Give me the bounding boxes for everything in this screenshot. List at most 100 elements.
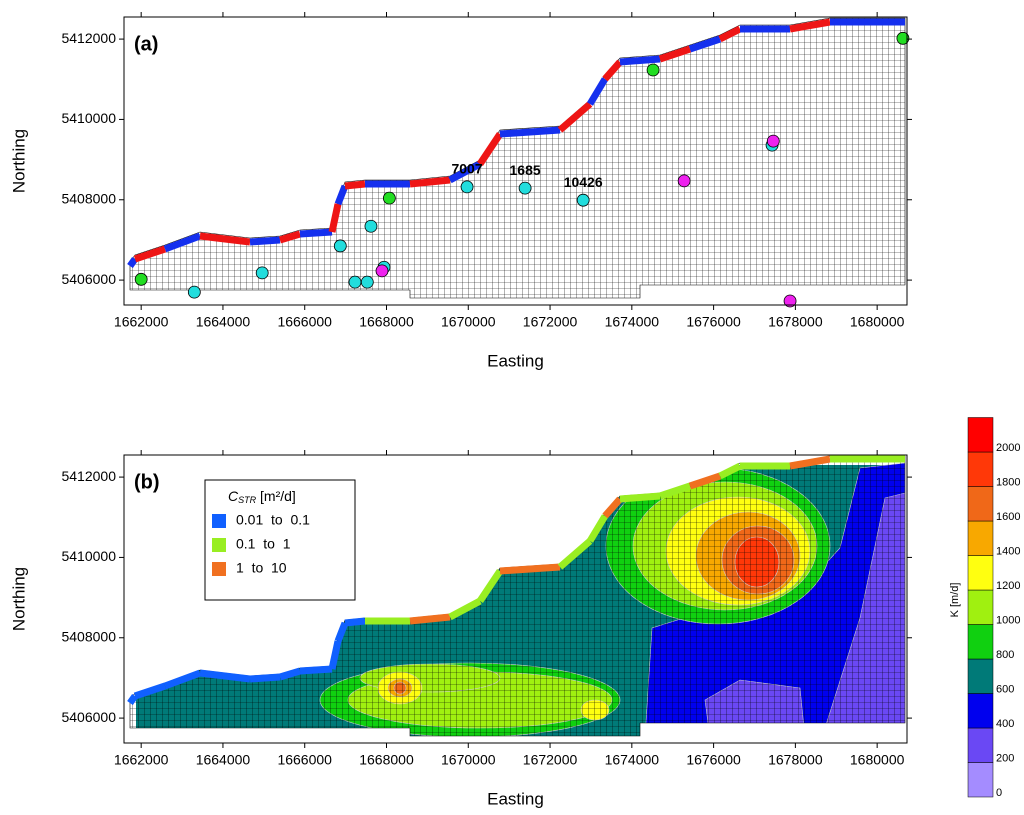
x-tick-label: 1678000 (768, 314, 823, 330)
x-tick-label: 1680000 (850, 314, 905, 330)
stream-cell (557, 538, 593, 570)
y-tick-label: 5410000 (61, 548, 116, 564)
x-tick-label: 1664000 (196, 314, 251, 330)
y-tick-label: 5408000 (61, 628, 116, 644)
stream-cell (557, 101, 593, 133)
stream-cell (249, 236, 281, 246)
panel-title: (a) (134, 33, 158, 55)
stream-cell (409, 176, 451, 188)
stream-cell (602, 496, 623, 519)
stream-cell (688, 472, 722, 490)
stream-cell (718, 462, 742, 480)
stream-cell (278, 230, 302, 244)
y-axis-label: Northing (9, 567, 28, 631)
stream-cell (409, 613, 451, 625)
x-tick-label: 1666000 (277, 314, 332, 330)
colorbar-box (967, 451, 994, 487)
colorbar-tick-label: 800 (996, 649, 1014, 661)
x-tick-label: 1674000 (605, 314, 660, 330)
colorbar-box (967, 762, 994, 798)
x-tick-label: 1680000 (850, 752, 905, 768)
panel-title: (b) (134, 471, 160, 493)
x-tick-label: 1670000 (441, 314, 496, 330)
stream-cell (499, 126, 561, 138)
colorbar-tick-label: 1400 (996, 545, 1020, 557)
stream-cell (249, 673, 281, 683)
colorbar-tick-label: 0 (996, 787, 1002, 799)
y-tick-label: 5412000 (61, 468, 116, 484)
well (348, 275, 362, 289)
legend-box (204, 479, 356, 601)
stream-cell (688, 35, 722, 53)
y-tick-label: 5408000 (61, 190, 116, 206)
colorbar-tick-label: 1200 (996, 580, 1020, 592)
colorbar-tick-label: 1000 (996, 614, 1020, 626)
colorbar-tick-label: 1600 (996, 511, 1020, 523)
stream-cell (658, 482, 692, 500)
stream-cell (477, 132, 503, 166)
colorbar-box (967, 693, 994, 729)
stream-cell (328, 640, 342, 670)
colorbar-box (967, 658, 994, 694)
y-tick-label: 5410000 (61, 110, 116, 126)
legend-swatch (212, 562, 226, 576)
stream-cell (334, 621, 349, 643)
well (187, 285, 201, 299)
stream-cell (127, 693, 138, 706)
colorbar-tick-label: 200 (996, 752, 1014, 764)
well (677, 174, 691, 188)
legend-title: CSTR [m²/d] (228, 488, 296, 506)
cell-grid (129, 17, 906, 299)
annotation: 1685 (510, 162, 541, 178)
colorbar-box (967, 555, 994, 591)
stream-cell (448, 597, 482, 621)
legend-swatch (212, 514, 226, 528)
stream-cell (344, 180, 366, 190)
stream-cell (133, 245, 167, 263)
x-tick-label: 1678000 (768, 752, 823, 768)
well (646, 63, 660, 77)
colorbar-box (967, 486, 994, 522)
x-tick-label: 1672000 (523, 314, 578, 330)
x-tick-label: 1668000 (359, 752, 414, 768)
well (364, 219, 378, 233)
x-tick-label: 1676000 (686, 314, 741, 330)
stream-cell (163, 669, 202, 690)
stream-cell (199, 669, 251, 683)
well (382, 191, 396, 205)
x-tick-label: 1666000 (277, 752, 332, 768)
x-tick-label: 1672000 (523, 752, 578, 768)
y-axis-label: Northing (9, 129, 28, 193)
stream-cell (448, 160, 482, 184)
legend-label: 0.1 to 1 (236, 536, 291, 552)
stream-cell (278, 667, 302, 681)
well (896, 31, 910, 45)
colorbar-box (967, 589, 994, 625)
legend-title-unit: [m²/d] (256, 488, 296, 504)
x-axis-label: Easting (487, 351, 544, 370)
colorbar-tick-label: 2000 (996, 442, 1020, 454)
stream-cell (344, 617, 366, 627)
stream-cell (619, 55, 661, 66)
x-tick-label: 1670000 (441, 752, 496, 768)
stream-cell (718, 25, 742, 43)
stream-cell (658, 45, 692, 63)
well (134, 272, 148, 286)
x-tick-label: 1664000 (196, 752, 251, 768)
y-tick-label: 5406000 (61, 271, 116, 287)
colorbar-box (967, 727, 994, 763)
colorbar-tick-label: 1800 (996, 476, 1020, 488)
colorbar-tick-label: 600 (996, 683, 1014, 695)
x-tick-label: 1676000 (686, 752, 741, 768)
legend-label: 0.01 to 0.1 (236, 512, 310, 528)
stream-cell (789, 455, 831, 470)
well (375, 264, 389, 278)
stream-cell (499, 563, 561, 575)
stream-cell (133, 682, 167, 700)
stream-cell (328, 203, 342, 233)
well (783, 294, 797, 308)
x-tick-label: 1668000 (359, 314, 414, 330)
legend-title-subscript: STR (238, 495, 257, 505)
